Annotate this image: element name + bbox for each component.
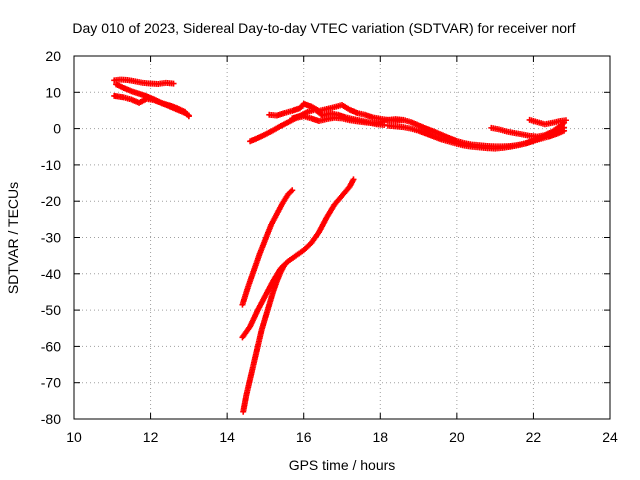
x-tick-label: 14 [219, 429, 235, 445]
x-tick-label: 10 [66, 429, 82, 445]
data-series [289, 106, 388, 128]
y-tick-label: -30 [41, 230, 61, 246]
data-point [281, 261, 288, 268]
data-series [526, 116, 569, 128]
x-tick-label: 24 [602, 429, 618, 445]
data-series [111, 92, 192, 120]
data-point [562, 117, 569, 124]
y-tick-label: 0 [53, 121, 61, 137]
data-series [240, 261, 288, 415]
data-point [289, 187, 296, 194]
x-tick-label: 16 [296, 429, 312, 445]
y-tick-label: -70 [41, 375, 61, 391]
data-series [239, 187, 296, 308]
y-tick-label: 10 [45, 84, 61, 100]
axis-ticks: 10 12 14 16 18 20 22 24 -80 -70 -60 -50 -40 -30 -20 -10… [41, 48, 618, 445]
y-tick-label: 20 [45, 48, 61, 64]
data-series [111, 76, 177, 87]
y-tick-label: -60 [41, 338, 61, 354]
y-tick-label: -50 [41, 302, 61, 318]
data-point [350, 176, 357, 183]
data-series [239, 176, 357, 341]
x-tick-label: 12 [143, 429, 159, 445]
y-tick-label: -80 [41, 411, 61, 427]
data-marks [111, 76, 569, 415]
data-point [170, 80, 177, 87]
y-tick-label: -20 [41, 193, 61, 209]
data-point [185, 113, 192, 120]
x-tick-label: 18 [372, 429, 388, 445]
x-tick-label: 20 [449, 429, 465, 445]
y-tick-label: -40 [41, 266, 61, 282]
grid [74, 56, 610, 419]
chart-title: Day 010 of 2023, Sidereal Day-to-day VTE… [72, 20, 575, 36]
plot-frame [73, 55, 611, 420]
x-axis-label: GPS time / hours [289, 457, 396, 473]
y-axis-label: SDTVAR / TECUs [5, 182, 21, 294]
y-tick-label: -10 [41, 157, 61, 173]
x-tick-label: 22 [526, 429, 542, 445]
